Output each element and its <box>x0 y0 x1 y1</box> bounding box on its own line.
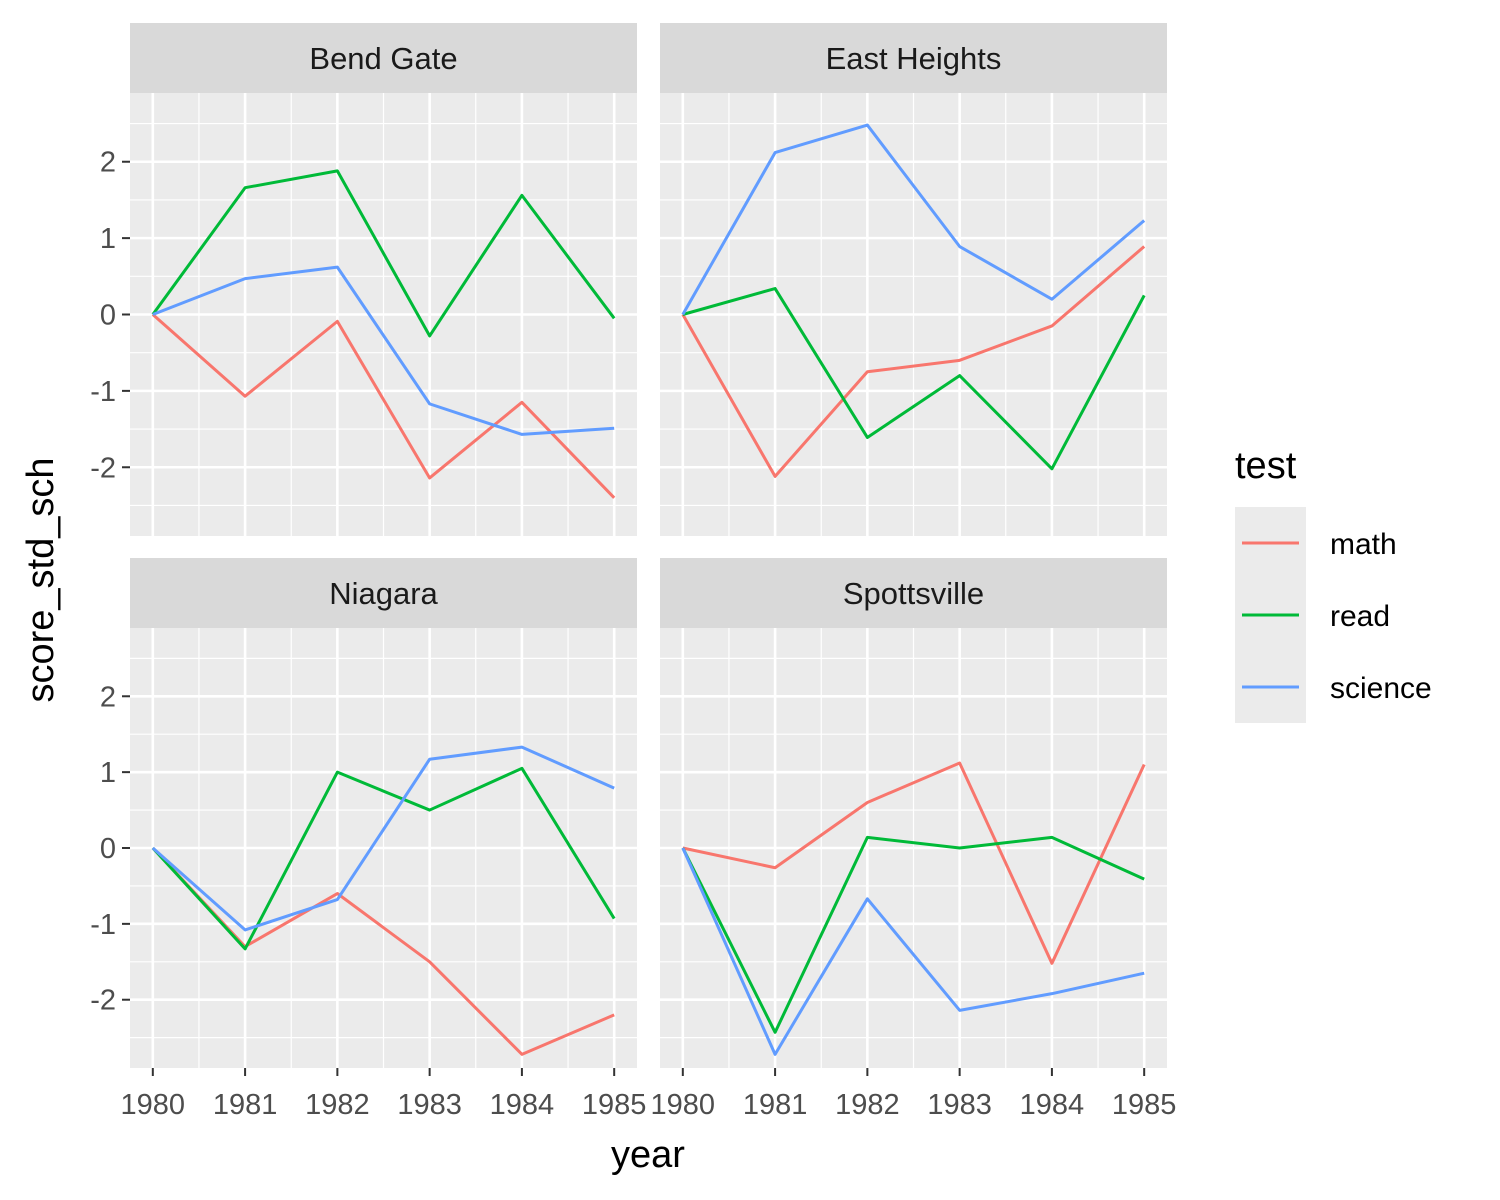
facet-panel: Spottsville 1980 1981 1982 1983 1984 1985 <box>651 558 1177 1121</box>
legend-label-read: read <box>1330 600 1390 633</box>
series-line-science <box>681 847 1145 1056</box>
series-line-read <box>151 169 616 338</box>
series-line-read <box>682 287 1146 471</box>
series-line-math <box>681 245 1146 478</box>
series-line-science <box>151 745 615 932</box>
facet-strip-label: Niagara <box>329 576 438 611</box>
x-tick-label: 1985 <box>1112 1089 1177 1121</box>
y-tick-label: -2 <box>90 452 116 484</box>
y-tick-label: -1 <box>90 909 116 941</box>
facet-panel: Niagara -2 -1 0 1 2 1980 1981 1982 1983 1984 1985 <box>90 558 646 1121</box>
y-tick-label: 1 <box>100 757 116 789</box>
x-tick-label: 1983 <box>927 1089 992 1121</box>
y-tick-label: 0 <box>100 833 116 865</box>
x-tick-label: 1984 <box>1020 1089 1085 1121</box>
y-tick-label: -1 <box>90 376 116 408</box>
x-tick-label: 1982 <box>835 1089 900 1121</box>
y-axis-title: score_std_sch <box>20 457 62 702</box>
x-tick-label: 1980 <box>651 1089 716 1121</box>
x-axis-title: year <box>611 1134 685 1176</box>
y-tick-label: -2 <box>90 985 116 1017</box>
facet-strip-label: East Heights <box>826 41 1002 76</box>
series-line-math <box>682 761 1146 965</box>
y-tick-label: 0 <box>100 300 116 332</box>
series-line-read <box>681 835 1145 1034</box>
x-tick-label: 1982 <box>305 1089 370 1121</box>
x-tick-label: 1983 <box>397 1089 462 1121</box>
legend: test math read science <box>1235 445 1432 723</box>
y-tick-label: 1 <box>100 223 116 255</box>
x-tick-label: 1981 <box>743 1089 808 1121</box>
facet-panel: Bend Gate -2 -1 0 1 2 <box>90 23 637 536</box>
series-line-science <box>681 123 1146 316</box>
x-tick-label: 1985 <box>582 1089 647 1121</box>
facet-strip-label: Spottsville <box>843 576 984 611</box>
x-tick-label: 1981 <box>213 1089 278 1121</box>
facet-strip <box>660 558 1167 628</box>
x-tick-label: 1980 <box>121 1089 186 1121</box>
series-line-read <box>151 766 616 951</box>
legend-title: test <box>1235 445 1297 487</box>
facet-strip-label: Bend Gate <box>309 41 457 76</box>
series-line-science <box>152 265 615 436</box>
x-tick-label: 1984 <box>490 1089 555 1121</box>
facet-strip <box>130 558 637 628</box>
facet-strip <box>660 23 1167 93</box>
series-line-math <box>151 313 616 499</box>
y-tick-label: 2 <box>100 681 116 713</box>
legend-label-science: science <box>1330 672 1432 705</box>
y-tick-label: 2 <box>100 147 116 179</box>
facet-panel: East Heights <box>660 23 1167 536</box>
facet-strip <box>130 23 637 93</box>
legend-label-math: math <box>1330 528 1397 561</box>
